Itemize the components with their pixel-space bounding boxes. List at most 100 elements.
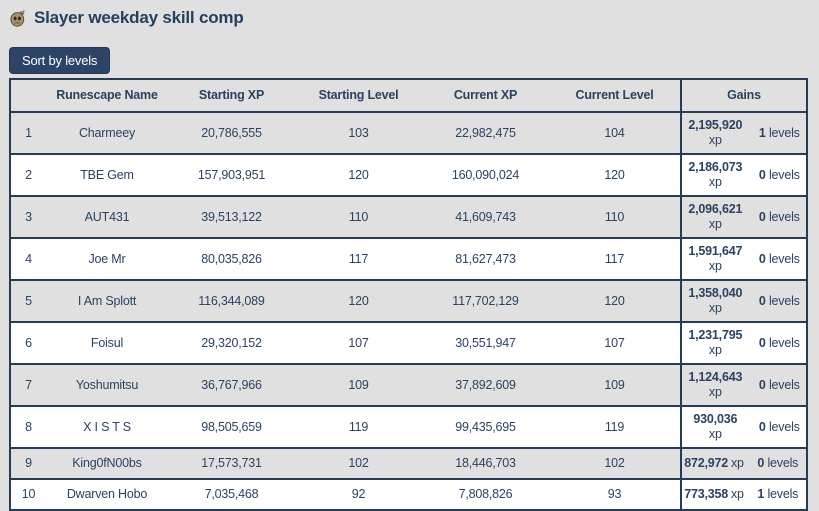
gains-cell: 1,358,040 xp 0 levels xyxy=(680,280,807,323)
gains-cell: 872,972 xp 0 levels xyxy=(680,448,807,480)
column-header-starting-xp: Starting XP xyxy=(168,79,295,113)
table-row: 7 Yoshumitsu 36,767,966 109 37,892,609 1… xyxy=(10,364,807,407)
gains-levels: 0 levels xyxy=(757,456,799,470)
gains-levels: 0 levels xyxy=(758,209,800,224)
gains-cell: 1,124,643 xp 0 levels xyxy=(680,364,807,407)
rank-cell: 10 xyxy=(10,479,46,511)
gains-levels-suffix: levels xyxy=(768,209,800,224)
page-title: Slayer weekday skill comp xyxy=(9,8,819,28)
table-row: 4 Joe Mr 80,035,826 117 81,627,473 117 1… xyxy=(10,238,807,281)
gains-levels: 0 levels xyxy=(758,293,800,308)
current-level-cell: 107 xyxy=(549,322,681,365)
current-level-cell: 93 xyxy=(549,479,681,511)
rank-cell: 3 xyxy=(10,196,46,239)
current-xp-cell: 81,627,473 xyxy=(422,238,549,281)
starting-level-cell: 117 xyxy=(295,238,422,281)
column-header-current-level: Current Level xyxy=(549,79,681,113)
gains-xp: 1,124,643 xp xyxy=(684,370,747,400)
starting-xp-cell: 29,320,152 xyxy=(168,322,295,365)
player-name-cell: King0fN00bs xyxy=(46,448,168,480)
gains-xp-suffix: xp xyxy=(708,385,722,399)
starting-xp-cell: 17,573,731 xyxy=(168,448,295,480)
current-xp-cell: 30,551,947 xyxy=(422,322,549,365)
current-xp-cell: 18,446,703 xyxy=(422,448,549,480)
table-row: 5 I Am Splott 116,344,089 120 117,702,12… xyxy=(10,280,807,323)
gains-levels-suffix: levels xyxy=(767,487,799,501)
gains-xp: 1,358,040 xp xyxy=(684,286,747,316)
gains-xp: 930,036 xp xyxy=(684,412,747,442)
current-xp-cell: 7,808,826 xyxy=(422,479,549,511)
starting-level-cell: 110 xyxy=(295,196,422,239)
rank-cell: 8 xyxy=(10,406,46,449)
starting-xp-cell: 39,513,122 xyxy=(168,196,295,239)
gains-levels-suffix: levels xyxy=(768,293,800,308)
table-row: 10 Dwarven Hobo 7,035,468 92 7,808,826 9… xyxy=(10,479,807,511)
gains-levels-suffix: levels xyxy=(768,377,800,392)
starting-xp-cell: 36,767,966 xyxy=(168,364,295,407)
rank-cell: 5 xyxy=(10,280,46,323)
starting-xp-cell: 98,505,659 xyxy=(168,406,295,449)
gains-cell: 773,358 xp 1 levels xyxy=(680,479,807,511)
current-xp-cell: 99,435,695 xyxy=(422,406,549,449)
rank-cell: 6 xyxy=(10,322,46,365)
gains-xp: 1,591,647 xp xyxy=(684,244,747,274)
gains-levels-suffix: levels xyxy=(768,251,800,266)
gains-levels: 0 levels xyxy=(758,377,800,392)
table-row: 6 Foisul 29,320,152 107 30,551,947 107 1… xyxy=(10,322,807,365)
column-header-current-xp: Current XP xyxy=(422,79,549,113)
column-header-starting-level: Starting Level xyxy=(295,79,422,113)
gains-cell: 2,096,621 xp 0 levels xyxy=(680,196,807,239)
player-name-cell: AUT431 xyxy=(46,196,168,239)
gains-xp-suffix: xp xyxy=(708,301,722,315)
current-level-cell: 110 xyxy=(549,196,681,239)
player-name-cell: TBE Gem xyxy=(46,154,168,197)
starting-level-cell: 109 xyxy=(295,364,422,407)
gains-cell: 1,591,647 xp 0 levels xyxy=(680,238,807,281)
current-xp-cell: 41,609,743 xyxy=(422,196,549,239)
rank-cell: 4 xyxy=(10,238,46,281)
player-name-cell: Dwarven Hobo xyxy=(46,479,168,511)
starting-level-cell: 119 xyxy=(295,406,422,449)
gains-levels: 0 levels xyxy=(758,167,800,182)
gains-xp: 2,195,920 xp xyxy=(684,118,747,148)
gains-xp-suffix: xp xyxy=(708,427,722,441)
starting-level-cell: 92 xyxy=(295,479,422,511)
table-row: 3 AUT431 39,513,122 110 41,609,743 110 2… xyxy=(10,196,807,239)
sort-by-levels-button[interactable]: Sort by levels xyxy=(9,47,111,74)
starting-level-cell: 107 xyxy=(295,322,422,365)
gains-xp-suffix: xp xyxy=(708,133,722,147)
starting-xp-cell: 157,903,951 xyxy=(168,154,295,197)
gains-xp-suffix: xp xyxy=(730,456,744,470)
current-level-cell: 102 xyxy=(549,448,681,480)
starting-level-cell: 120 xyxy=(295,154,422,197)
gains-xp-suffix: xp xyxy=(730,487,744,501)
gains-cell: 2,195,920 xp 1 levels xyxy=(680,112,807,155)
gains-xp-suffix: xp xyxy=(708,175,722,189)
starting-xp-cell: 7,035,468 xyxy=(168,479,295,511)
column-header-runescape-name: Runescape Name xyxy=(46,79,168,113)
skill-comp-table: Runescape Name Starting XP Starting Leve… xyxy=(9,78,808,511)
starting-xp-cell: 116,344,089 xyxy=(168,280,295,323)
current-xp-cell: 160,090,024 xyxy=(422,154,549,197)
current-level-cell: 120 xyxy=(549,280,681,323)
player-name-cell: Charmeey xyxy=(46,112,168,155)
player-name-cell: Joe Mr xyxy=(46,238,168,281)
player-name-cell: I Am Splott xyxy=(46,280,168,323)
slayer-skill-icon xyxy=(10,9,25,27)
rank-cell: 7 xyxy=(10,364,46,407)
table-body: 1 Charmeey 20,786,555 103 22,982,475 10 4… xyxy=(10,112,807,511)
table-row: 2 TBE Gem 157,903,951 120 160,090,024 12… xyxy=(10,154,807,197)
starting-xp-cell: 20,786,555 xyxy=(168,112,295,155)
gains-xp: 872,972 xp xyxy=(684,456,744,470)
gains-xp: 2,096,621 xp xyxy=(684,202,747,232)
rank-cell: 2 xyxy=(10,154,46,197)
rank-cell: 1 xyxy=(10,112,46,155)
current-xp-cell: 22,982,475 xyxy=(422,112,549,155)
player-name-cell: Yoshumitsu xyxy=(46,364,168,407)
gains-xp-suffix: xp xyxy=(708,343,722,357)
page-title-text: Slayer weekday skill comp xyxy=(34,8,244,27)
starting-level-cell: 103 xyxy=(295,112,422,155)
starting-xp-cell: 80,035,826 xyxy=(168,238,295,281)
current-level-cell: 119 xyxy=(549,406,681,449)
